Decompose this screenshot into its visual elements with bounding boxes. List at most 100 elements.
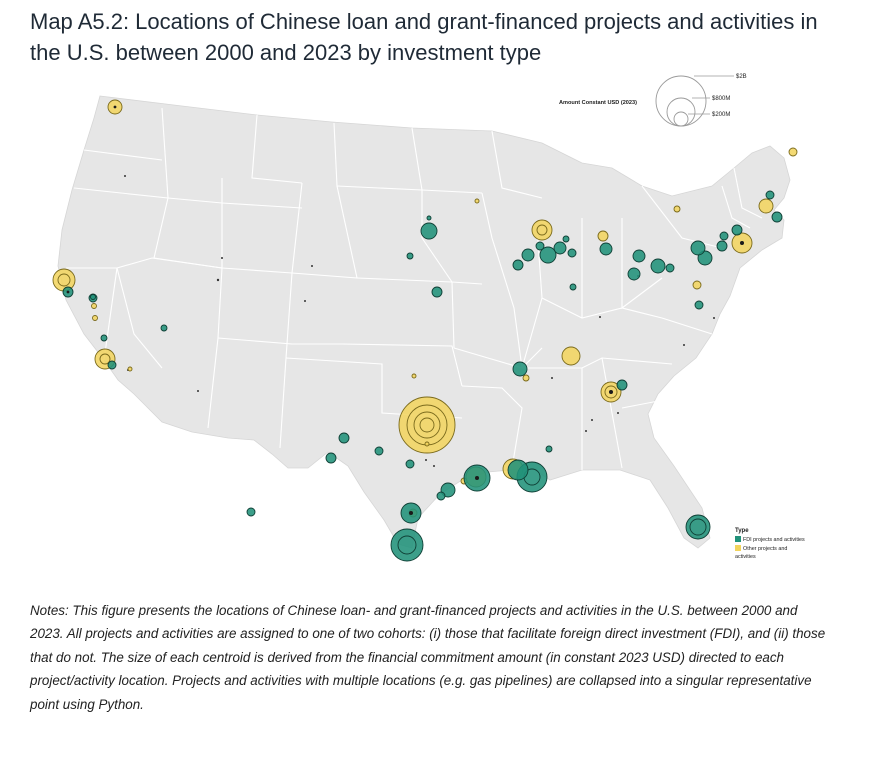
other-bubble-ring [99, 353, 111, 365]
minor-dot [713, 317, 715, 319]
fdi-bubble [325, 452, 337, 464]
type-legend-title: Type [735, 528, 749, 534]
fdi-bubble [694, 300, 704, 310]
us-map-svg: Amount Constant USD (2023) $2B $800M $20… [52, 74, 805, 562]
bubble-center [609, 390, 613, 394]
size-legend-circle-large [655, 75, 707, 127]
minor-dot [124, 175, 126, 177]
minor-dot [304, 300, 306, 302]
fdi-bubble-florida [685, 514, 711, 540]
fdi-bubble [406, 252, 414, 260]
fdi-bubble [90, 294, 96, 300]
minor-dot [599, 316, 601, 318]
map-title: Map A5.2: Locations of Chinese loan and … [30, 9, 818, 65]
bubble-centers [66, 105, 744, 515]
type-legend-label-other: Other projects and [743, 546, 787, 552]
minor-dot [433, 465, 435, 467]
fdi-bubble [405, 459, 415, 469]
other-bubble [92, 315, 98, 321]
other-bubble-maine [788, 147, 798, 157]
other-bubble [597, 230, 609, 242]
fdi-bubble-south-texas [390, 528, 424, 562]
minor-dot [425, 459, 427, 461]
minor-dot [683, 344, 685, 346]
fdi-bubble [716, 240, 728, 252]
fdi-bubble [107, 360, 117, 370]
other-bubble [411, 373, 417, 379]
type-legend-label-fdi: FDI projects and activities [743, 537, 805, 543]
fdi-bubble [731, 224, 743, 236]
other-bubble [91, 303, 97, 309]
fdi-bubble [246, 507, 256, 517]
other-bubble-boston [758, 198, 774, 214]
other-bubble [474, 198, 480, 204]
fdi-bubble [426, 215, 432, 221]
other-bubble [127, 366, 133, 372]
size-legend-label-2b: $2B [736, 74, 747, 80]
fdi-bubble [431, 286, 443, 298]
bubble-center [409, 511, 413, 515]
bubble-center [66, 290, 70, 294]
fdi-bubble [627, 267, 641, 281]
map-notes: Notes: This figure presents the location… [30, 603, 826, 712]
fdi-bubble [436, 491, 446, 501]
other-bubble [522, 374, 530, 382]
state-borders [66, 107, 763, 470]
other-bubble-ring [419, 417, 435, 433]
bubble-center [475, 476, 479, 480]
size-legend-title: Amount Constant USD (2023) [559, 100, 637, 106]
minor-dot [551, 377, 553, 379]
fdi-bubble [562, 235, 570, 243]
size-legend-circle-small [673, 111, 689, 127]
other-bubble-ring [57, 273, 71, 287]
minor-dot [617, 412, 619, 414]
other-bubble-ring [604, 385, 618, 399]
fdi-bubble [545, 445, 553, 453]
fdi-bubble [539, 246, 557, 264]
fdi-bubble [374, 446, 384, 456]
fdi-bubble [160, 324, 168, 332]
fdi-bubble [650, 258, 666, 274]
fdi-bubble [553, 241, 567, 255]
other-bubble-chicago [531, 219, 553, 241]
type-legend: Type FDI projects and activities Other p… [735, 528, 805, 560]
minor-dot [585, 430, 587, 432]
fdi-bubble-ring [397, 535, 417, 555]
size-legend-label-800m: $800M [712, 96, 730, 102]
minor-dot [591, 419, 593, 421]
type-legend-swatch-other [735, 545, 741, 551]
bubble-center [740, 241, 744, 245]
other-bubble-tennessee [561, 346, 581, 366]
fdi-bubble [521, 248, 535, 262]
fdi-bubble [507, 459, 529, 481]
fdi-bubbles [62, 190, 783, 562]
minor-dot [197, 390, 199, 392]
minor-dot [216, 278, 220, 282]
minor-dot [311, 265, 313, 267]
fdi-bubble [569, 283, 577, 291]
fdi-bubble [765, 190, 775, 200]
type-legend-label-other-2: activities [735, 554, 756, 560]
fdi-bubble [535, 241, 545, 251]
other-bubble [692, 280, 702, 290]
fdi-bubble-ring [689, 518, 707, 536]
minor-dot [221, 257, 223, 259]
fdi-bubble [512, 259, 524, 271]
type-legend-swatch-fdi [735, 536, 741, 542]
other-bubble-ring [536, 224, 548, 236]
us-land-shape [57, 95, 791, 549]
fdi-bubble [690, 240, 706, 256]
fdi-bubble [338, 432, 350, 444]
fdi-bubble [100, 334, 108, 342]
other-bubble [424, 441, 430, 447]
fdi-bubble [599, 242, 613, 256]
other-bubble [673, 205, 681, 213]
size-legend: Amount Constant USD (2023) $2B $800M $20… [559, 74, 747, 127]
fdi-bubble [567, 248, 577, 258]
fdi-bubble [632, 249, 646, 263]
fdi-bubble [719, 231, 729, 241]
us-map: Amount Constant USD (2023) $2B $800M $20… [22, 68, 862, 588]
fdi-bubble-iowa [420, 222, 438, 240]
size-legend-label-200m: $200M [712, 112, 730, 118]
bubble-center [113, 105, 117, 109]
